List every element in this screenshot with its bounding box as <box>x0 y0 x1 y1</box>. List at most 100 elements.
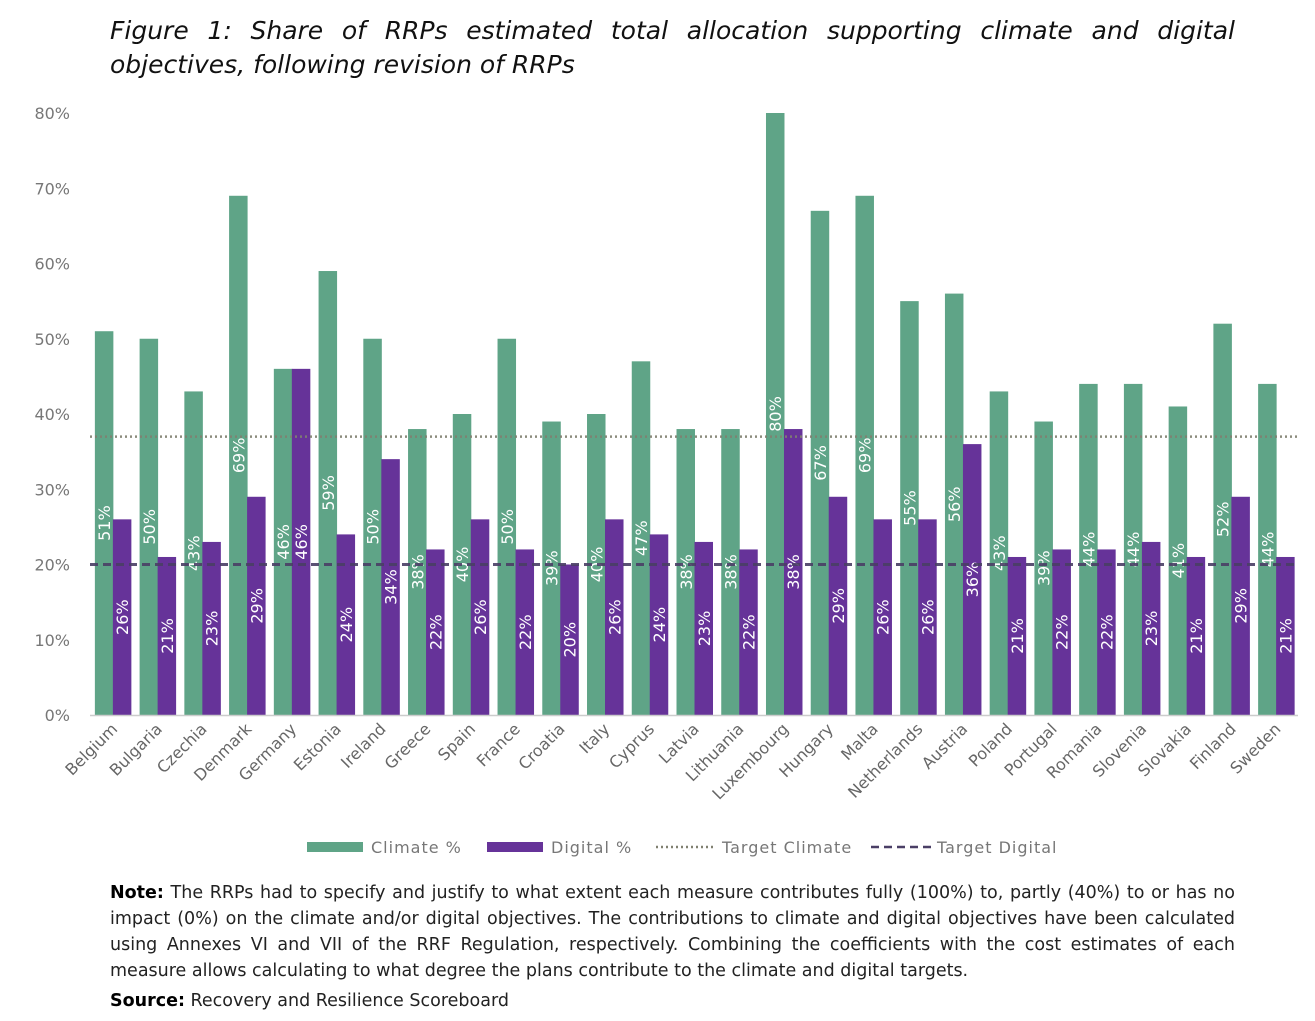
y-tick-label: 40% <box>34 405 70 424</box>
bar-climate <box>94 331 114 715</box>
bar-digital <box>157 556 177 715</box>
bar-climate <box>273 368 293 715</box>
bar-digital <box>694 541 713 715</box>
data-label: 23% <box>695 611 714 647</box>
bar-digital <box>918 519 937 715</box>
y-tick-label: 60% <box>34 255 70 274</box>
data-label: 21% <box>1187 618 1206 654</box>
bar-digital <box>605 519 624 715</box>
x-tick-label: Ireland <box>337 719 390 772</box>
legend-swatch <box>487 842 543 852</box>
data-label: 22% <box>739 614 758 650</box>
data-label: 26% <box>471 599 490 635</box>
y-tick-label: 70% <box>34 179 70 198</box>
y-tick-label: 30% <box>34 480 70 499</box>
data-label: 38% <box>677 554 696 590</box>
bar-digital <box>1141 541 1161 715</box>
bar-climate <box>1079 383 1098 715</box>
bar-climate <box>855 195 874 715</box>
data-label: 43% <box>185 535 204 571</box>
bar-digital <box>291 368 311 715</box>
data-label: 41% <box>1169 543 1188 579</box>
y-tick-label: 20% <box>34 556 70 575</box>
data-label: 22% <box>426 614 445 650</box>
bar-digital <box>739 549 758 715</box>
x-tick-label: Italy <box>575 719 613 757</box>
legend-label: Digital % <box>551 838 632 857</box>
data-label: 22% <box>1053 614 1072 650</box>
data-label: 39% <box>543 550 562 586</box>
bar-digital <box>247 496 266 715</box>
x-tick-label: Sweden <box>1226 719 1284 777</box>
x-tick-label: Estonia <box>290 719 345 774</box>
bar-climate <box>1258 383 1277 715</box>
bar-digital <box>336 534 356 715</box>
data-label: 21% <box>1008 618 1027 654</box>
y-tick-label: 50% <box>34 330 70 349</box>
data-label: 22% <box>516 614 535 650</box>
bar-climate <box>1123 383 1143 715</box>
note-text: The RRPs had to specify and justify to w… <box>110 883 1235 981</box>
data-label: 20% <box>561 622 580 658</box>
bar-digital <box>560 564 579 715</box>
bar-digital <box>1276 556 1295 715</box>
data-label: 46% <box>274 524 293 560</box>
bar-climate <box>139 338 159 715</box>
data-label: 23% <box>203 611 222 647</box>
data-label: 34% <box>382 569 401 605</box>
bar-climate <box>989 391 1009 715</box>
bar-digital <box>962 444 982 715</box>
bar-digital <box>470 519 490 715</box>
bar-digital <box>649 534 669 715</box>
legend-label: Target Climate <box>721 838 852 857</box>
data-label: 21% <box>1276 618 1295 654</box>
data-label: 50% <box>498 509 517 545</box>
data-label: 29% <box>1232 588 1251 624</box>
bar-climate <box>408 429 427 715</box>
bar-digital <box>1097 549 1116 715</box>
data-label: 24% <box>337 607 356 643</box>
data-label: 80% <box>766 396 785 432</box>
data-label: 44% <box>1124 532 1143 568</box>
data-label: 43% <box>990 535 1009 571</box>
data-label: 26% <box>113 599 132 635</box>
bar-climate <box>1168 406 1188 715</box>
data-label: 46% <box>292 524 311 560</box>
data-label: 29% <box>829 588 848 624</box>
bar-climate <box>900 301 919 715</box>
source: Source: Recovery and Resilience Scoreboa… <box>110 991 509 1011</box>
data-label: 39% <box>1035 550 1054 586</box>
data-label: 23% <box>1142 611 1161 647</box>
data-label: 50% <box>140 509 159 545</box>
data-label: 55% <box>900 490 919 526</box>
x-tick-label: Austria <box>918 719 971 772</box>
data-label: 47% <box>632 520 651 556</box>
data-label: 38% <box>784 554 803 590</box>
data-label: 38% <box>721 554 740 590</box>
figure-title: Figure 1: Share of RRPs estimated total … <box>110 16 1235 79</box>
bar-digital <box>1052 549 1071 715</box>
bar-climate <box>363 338 382 715</box>
data-label: 69% <box>856 438 875 474</box>
bar-digital <box>1231 496 1250 715</box>
bar-climate <box>810 210 830 715</box>
data-label: 44% <box>1258 532 1277 568</box>
bar-climate <box>631 361 651 715</box>
bar-digital <box>1007 556 1027 715</box>
legend-label: Target Digital <box>936 838 1057 857</box>
data-label: 38% <box>408 554 427 590</box>
bar-climate <box>184 391 203 715</box>
data-label: 26% <box>874 599 893 635</box>
source-text: Recovery and Resilience Scoreboard <box>190 991 509 1011</box>
data-label: 26% <box>605 599 624 635</box>
bar-climate <box>542 421 561 715</box>
bar-climate <box>1034 421 1053 715</box>
data-label: 40% <box>587 547 606 583</box>
data-label: 40% <box>453 547 472 583</box>
data-label: 36% <box>963 562 982 598</box>
legend-swatch <box>307 842 363 852</box>
data-label: 69% <box>229 438 248 474</box>
bar-digital <box>515 549 535 715</box>
data-label: 51% <box>95 505 114 541</box>
x-tick-label: Croatia <box>515 719 569 773</box>
